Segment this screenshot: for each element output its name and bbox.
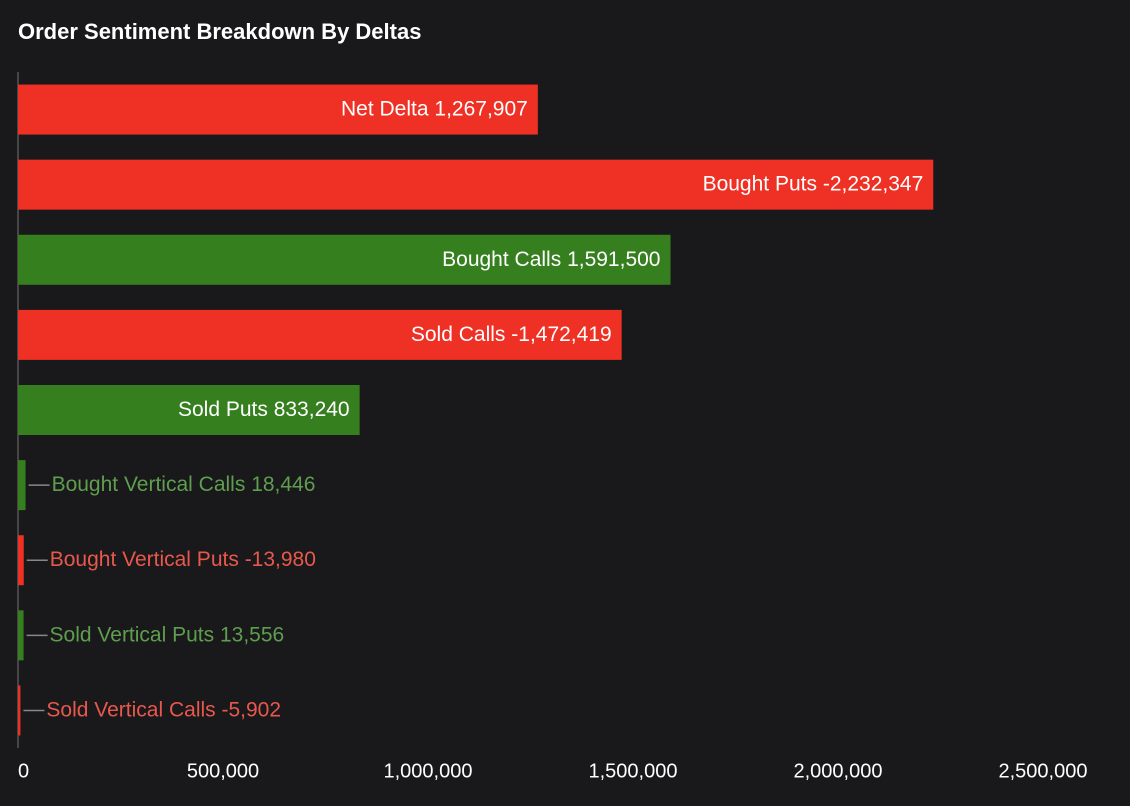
bar [18, 84, 538, 135]
category-label: Bought Vertical Puts [50, 548, 239, 571]
x-tick-label: 0 [18, 760, 29, 782]
bar [18, 234, 671, 285]
chart-title: Order Sentiment Breakdown By Deltas [18, 19, 421, 44]
category-label: Net Delta [341, 97, 429, 120]
bar [18, 460, 26, 511]
x-tick-label: 2,500,000 [999, 760, 1088, 782]
bar-label: Bought Puts -2,232,347 [703, 172, 924, 195]
category-label: Sold Calls [411, 322, 506, 345]
category-label: Bought Puts [703, 172, 817, 195]
category-label: Bought Calls [442, 247, 561, 270]
x-tick-label: 500,000 [187, 760, 259, 782]
bar [18, 159, 934, 210]
x-tick-label: 1,000,000 [384, 760, 473, 782]
bar-label: Bought Calls 1,591,500 [442, 247, 660, 270]
value-label: 13,556 [220, 623, 284, 646]
bar [18, 610, 24, 661]
bar-label: Sold Vertical Puts 13,556 [50, 623, 285, 646]
value-label: 1,267,907 [434, 97, 527, 120]
bar-label: Net Delta 1,267,907 [341, 97, 528, 120]
bar [18, 385, 360, 435]
value-label: -1,472,419 [511, 322, 611, 345]
bar-label: Sold Calls -1,472,419 [411, 322, 612, 345]
value-label: -5,902 [222, 698, 282, 721]
value-label: 1,591,500 [567, 247, 660, 270]
x-tick-label: 2,000,000 [794, 760, 883, 782]
category-label: Sold Puts [178, 398, 268, 421]
category-label: Bought Vertical Calls [52, 473, 246, 496]
bar [18, 309, 622, 360]
value-label: -2,232,347 [823, 172, 923, 195]
bar-label: Bought Vertical Calls 18,446 [52, 473, 316, 496]
bar-label: Sold Puts 833,240 [178, 398, 350, 421]
value-label: -13,980 [245, 548, 316, 571]
bar-label: Bought Vertical Puts -13,980 [50, 548, 316, 571]
bar-label: Sold Vertical Calls -5,902 [46, 698, 281, 721]
bar [18, 685, 21, 736]
value-label: 833,240 [274, 398, 350, 421]
category-label: Sold Vertical Calls [46, 698, 215, 721]
category-label: Sold Vertical Puts [50, 623, 215, 646]
x-tick-label: 1,500,000 [589, 760, 678, 782]
bar [18, 535, 24, 586]
value-label: 18,446 [251, 473, 315, 496]
